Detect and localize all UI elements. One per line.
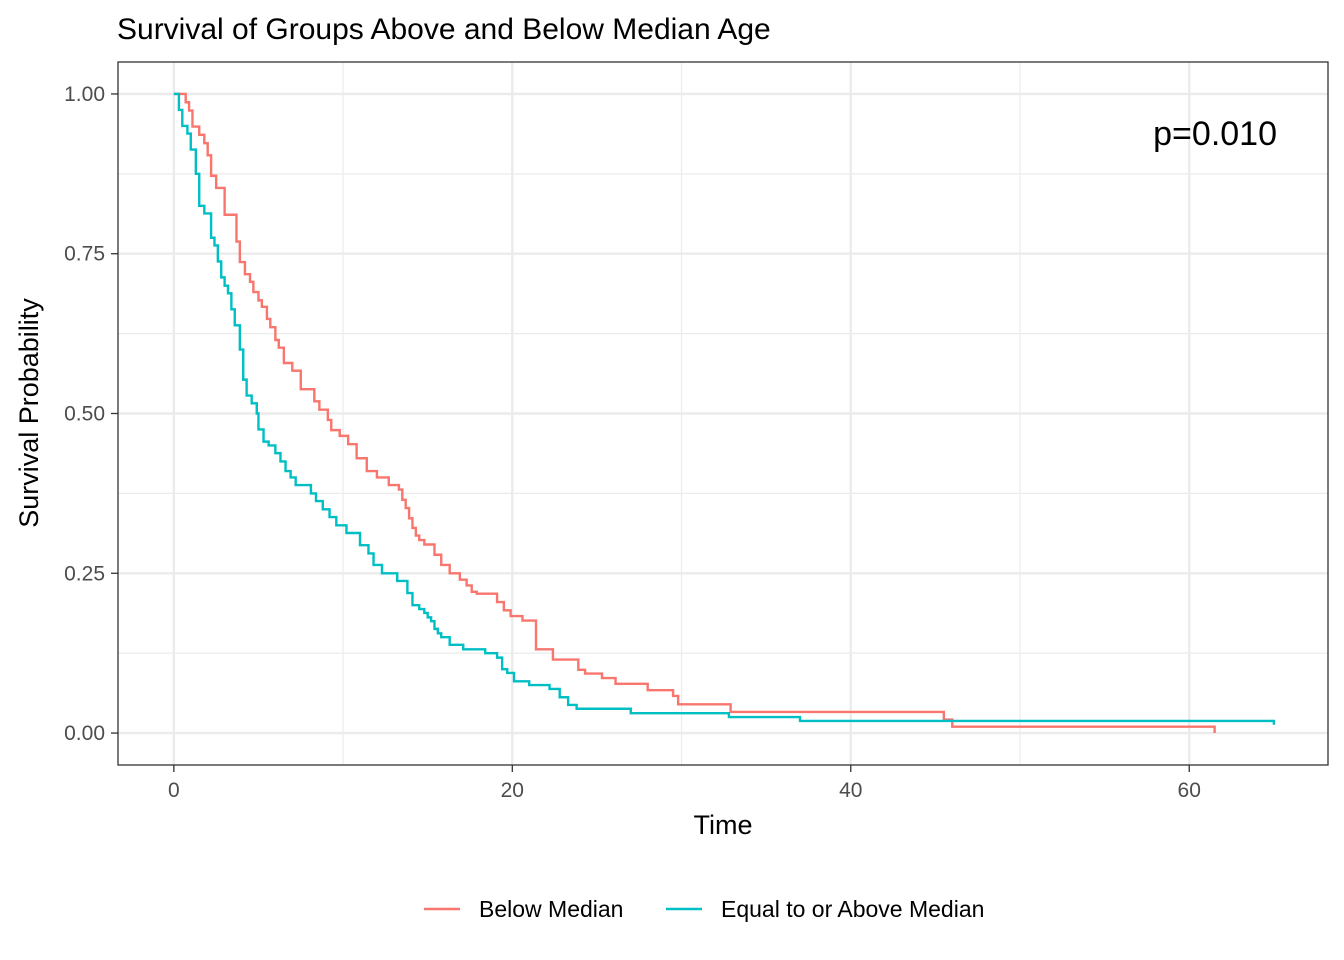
- y-tick-label: 0.75: [64, 243, 105, 266]
- legend: Below Median Equal to or Above Median: [424, 896, 984, 922]
- survival-curve-above-median: [173, 92, 1276, 725]
- p-value-annotation: p=0.010: [1153, 115, 1277, 153]
- x-tick-label: 40: [839, 779, 862, 802]
- y-tick-label: 0.50: [64, 403, 105, 426]
- x-axis-title: Time: [694, 810, 753, 840]
- y-tick-label: 0.00: [64, 722, 105, 745]
- y-tick-label: 0.25: [64, 562, 105, 585]
- y-axis-title: Survival Probability: [14, 298, 44, 528]
- plot-area: 0 20 40 60 0.00 0.25 0.50 0.75 1.00 p=0.010: [64, 61, 1329, 802]
- x-tick-label: 0: [168, 779, 180, 802]
- x-tick-label: 60: [1178, 779, 1201, 802]
- y-tick-label: 1.00: [64, 83, 105, 106]
- chart-title: Survival of Groups Above and Below Media…: [117, 13, 771, 46]
- survival-curve-below-median: [173, 92, 1216, 734]
- legend-label: Below Median: [479, 896, 623, 922]
- x-tick-label: 20: [501, 779, 524, 802]
- legend-label: Equal to or Above Median: [721, 896, 984, 922]
